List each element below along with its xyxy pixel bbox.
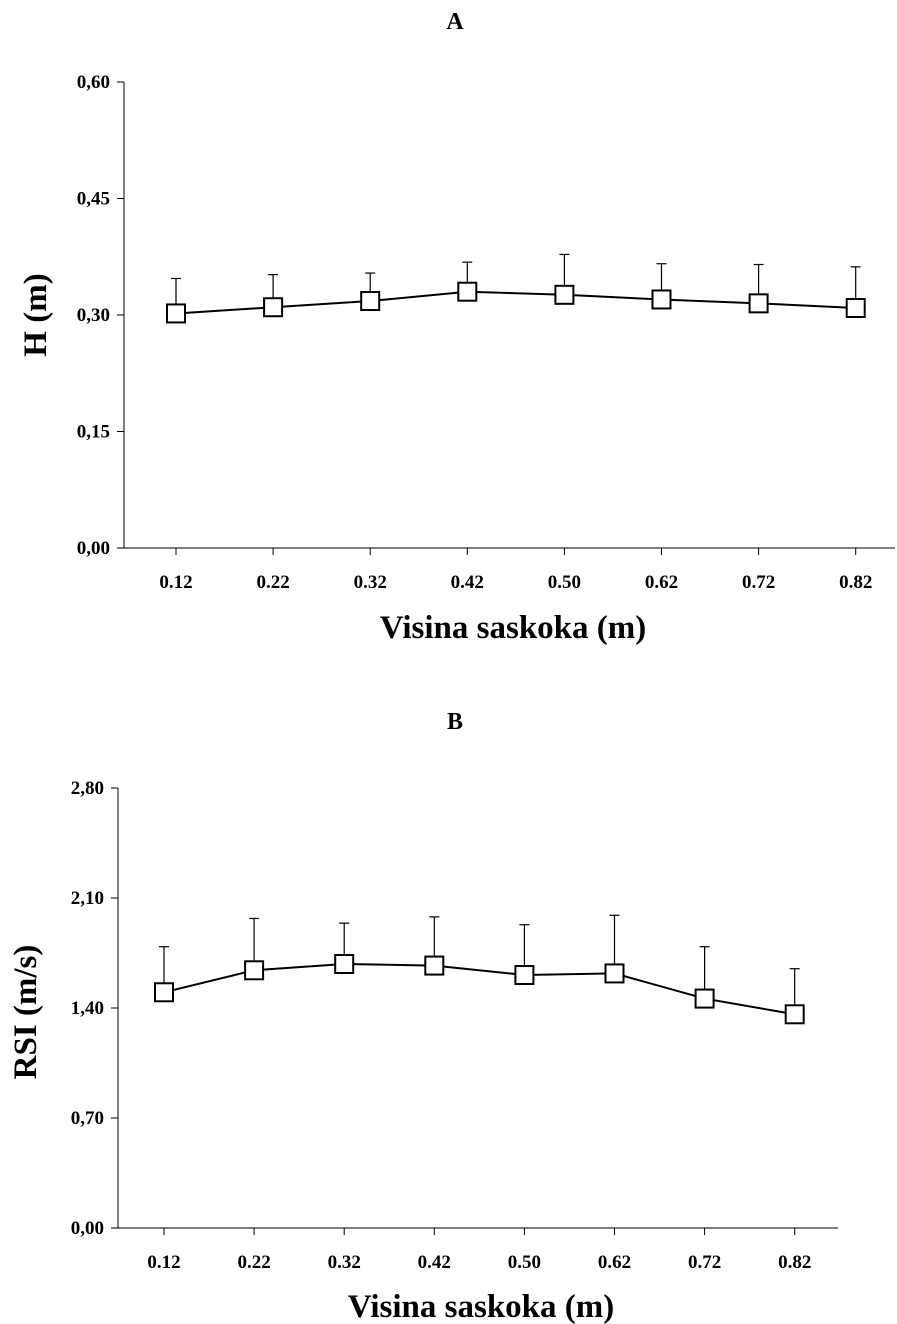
data-markers [154, 954, 805, 1025]
series-line [163, 962, 795, 1016]
x-axis-title: Visina saskoka (m) [348, 1289, 615, 1324]
x-tick-label: 0.82 [839, 572, 872, 593]
data-point [424, 955, 445, 976]
data-point [784, 1004, 805, 1025]
data-point [154, 982, 174, 1003]
x-tick-label: 0.32 [354, 572, 387, 593]
data-point [845, 298, 866, 319]
x-tick-label: 0.22 [237, 1252, 270, 1273]
data-point [360, 291, 381, 312]
y-axis-title: H (m) [18, 273, 54, 356]
data-point [554, 284, 575, 305]
axes [111, 787, 838, 1235]
y-tick-label: 0,45 [77, 189, 110, 210]
x-tick-label: 0.72 [742, 572, 775, 593]
data-point [514, 965, 535, 985]
data-point [604, 963, 625, 984]
y-tick-labels: 0,00 0,15 0,30 0,45 0,60 [77, 72, 110, 559]
data-point [694, 988, 715, 1009]
data-point [334, 954, 355, 974]
chart-title: B [447, 709, 463, 735]
chart-panel-b: B 0,000,701,402,102,80 0.12 0.22 0.32 0.42 0… [8, 709, 838, 1324]
y-tick-label: 1,40 [71, 998, 104, 1019]
x-tick-label: 0.42 [451, 572, 484, 593]
x-axis-title: Visina saskoka (m) [380, 610, 647, 646]
y-tick-label: 0,00 [71, 1218, 104, 1239]
y-tick-label: 0,15 [77, 422, 110, 443]
series-line-path [163, 962, 795, 1016]
x-tick-label: 0.42 [418, 1252, 451, 1273]
x-tick-label: 0.12 [159, 572, 192, 593]
x-tick-labels: 0.12 0.22 0.32 0.42 0.50 0.62 0.72 0.82 [159, 572, 872, 593]
y-tick-label: 0,30 [77, 305, 110, 326]
x-tick-label: 0.62 [598, 1252, 631, 1273]
y-axis-title: RSI (m/s) [8, 945, 44, 1080]
chart-title: A [446, 9, 464, 35]
series-line [175, 290, 856, 315]
x-tick-label: 0.50 [508, 1252, 541, 1273]
data-point [748, 293, 769, 314]
y-tick-labels: 0,00 0,70 1,40 2,10 2,80 [71, 778, 104, 1239]
x-tick-label: 0.32 [328, 1252, 361, 1273]
x-tick-label: 0.82 [778, 1252, 811, 1273]
x-tick-label: 0.72 [688, 1252, 721, 1273]
data-point [166, 303, 186, 324]
data-point [263, 297, 284, 318]
axes [117, 81, 895, 555]
y-tick-label: 0,60 [77, 72, 110, 93]
data-markers [166, 281, 866, 324]
x-tick-label: 0.12 [147, 1252, 180, 1273]
y-tick-label: 0,70 [71, 1108, 104, 1129]
x-tick-label: 0.62 [645, 572, 678, 593]
x-tick-label: 0.50 [548, 572, 581, 593]
data-point [457, 281, 478, 302]
chart-panel-a: A 0,000,150,300,450,60 0.12 0.22 0.32 0.42 0… [18, 9, 895, 646]
data-point [244, 960, 265, 981]
series-line-path [175, 290, 856, 315]
x-tick-labels: 0.12 0.22 0.32 0.42 0.50 0.62 0.72 0.82 [147, 1252, 811, 1273]
y-tick-label: 0,00 [77, 538, 110, 559]
y-tick-label: 2,80 [71, 778, 104, 799]
data-point [651, 289, 672, 310]
y-tick-label: 2,10 [71, 888, 104, 909]
x-tick-label: 0.22 [256, 572, 289, 593]
